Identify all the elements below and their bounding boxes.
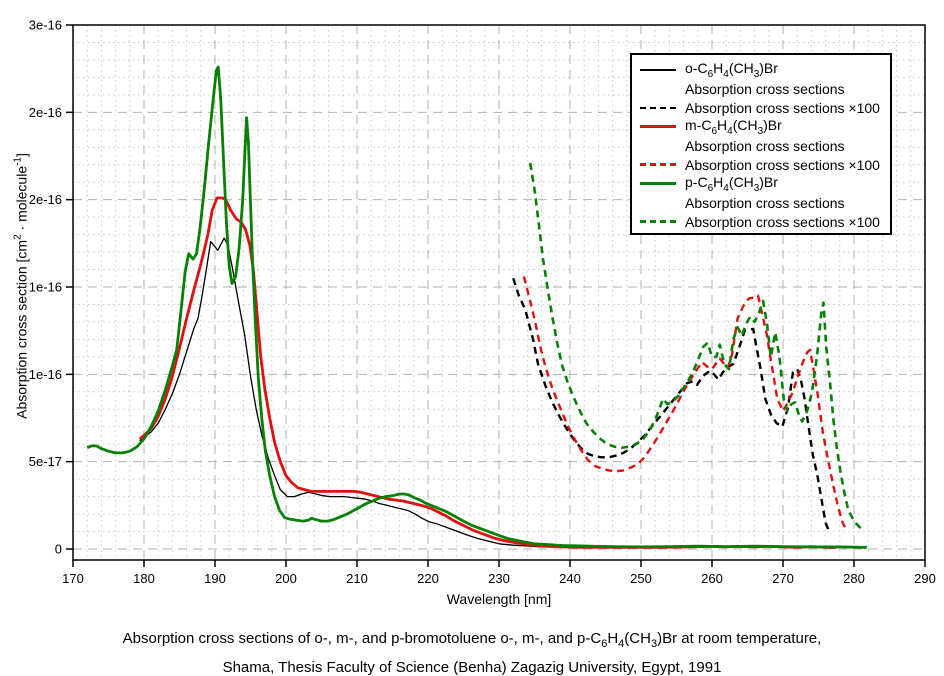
svg-text:290: 290 <box>914 571 936 586</box>
svg-text:190: 190 <box>204 571 226 586</box>
legend-dashed-line-sample <box>640 163 676 166</box>
legend-item-o-solid: o-C6H4(CH3)Br <box>632 60 890 79</box>
legend-label: Absorption cross sections ×100 <box>685 99 880 116</box>
series-o-abs100 <box>512 277 830 531</box>
caption-line-1: Absorption cross sections of o-, m-, and… <box>122 630 822 650</box>
svg-text:5e-17: 5e-17 <box>29 454 62 469</box>
legend-solid-line-sample <box>640 68 676 71</box>
svg-text:250: 250 <box>630 571 652 586</box>
legend-label: Absorption cross sections <box>685 80 845 97</box>
svg-text:1e-16: 1e-16 <box>29 280 62 295</box>
series-p-abs100 <box>528 162 866 531</box>
svg-text:220: 220 <box>417 571 439 586</box>
legend-label: Absorption cross sections ×100 <box>685 156 880 173</box>
legend-label: Absorption cross sections <box>685 194 845 211</box>
legend-solid-line-sample <box>640 125 676 128</box>
legend-item-p-abs100: Absorption cross sections ×100 <box>632 212 890 231</box>
y-axis-label: Absorption cross section [cm2 · molecule… <box>12 153 30 419</box>
legend-item-o-abs100: Absorption cross sections ×100 <box>632 98 890 117</box>
svg-text:3e-16: 3e-16 <box>29 18 62 33</box>
svg-text:2e-16: 2e-16 <box>29 105 62 120</box>
svg-text:170: 170 <box>62 571 84 586</box>
legend-formula-label: p-C6H4(CH3)Br <box>685 173 778 194</box>
svg-text:2e-16: 2e-16 <box>29 192 62 207</box>
svg-text:270: 270 <box>772 571 794 586</box>
series-o-abs <box>139 237 826 549</box>
legend-item-p-abs: Absorption cross sections <box>632 193 890 212</box>
tick-labels: 170 180 190 200 210 220 230 240 250 260 270 280 290 3… <box>29 18 936 587</box>
series-m-abs <box>138 196 837 549</box>
series-m-abs100 <box>522 276 848 532</box>
legend-formula-label: o-C6H4(CH3)Br <box>685 59 778 80</box>
legend-item-m-abs: Absorption cross sections <box>632 136 890 155</box>
svg-text:200: 200 <box>275 571 297 586</box>
legend-item-m-abs100: Absorption cross sections ×100 <box>632 155 890 174</box>
legend-dashed-line-sample <box>640 106 676 109</box>
legend-label: Absorption cross sections <box>685 137 845 154</box>
legend-dashed-line-sample <box>640 220 676 223</box>
svg-text:230: 230 <box>488 571 510 586</box>
svg-text:210: 210 <box>346 571 368 586</box>
series-p-abs <box>86 65 867 549</box>
svg-text:240: 240 <box>559 571 581 586</box>
figure-caption: Absorption cross sections of o-, m-, and… <box>0 627 944 676</box>
legend-item-m-solid: m-C6H4(CH3)Br <box>632 117 890 136</box>
legend-box: o-C6H4(CH3)Br Absorption cross sections … <box>630 53 892 235</box>
svg-text:280: 280 <box>843 571 865 586</box>
svg-text:1e-16: 1e-16 <box>29 367 62 382</box>
legend-item-p-solid: p-C6H4(CH3)Br <box>632 174 890 193</box>
legend-label: Absorption cross sections ×100 <box>685 213 880 230</box>
x-axis-label: Wavelength [nm] <box>446 591 552 607</box>
svg-text:180: 180 <box>133 571 155 586</box>
axes-frame <box>66 24 926 567</box>
svg-text:260: 260 <box>701 571 723 586</box>
caption-line-2: Shama, Thesis Faculty of Science (Benha)… <box>222 659 722 676</box>
legend-formula-label: m-C6H4(CH3)Br <box>685 116 782 137</box>
legend-item-o-abs: Absorption cross sections <box>632 79 890 98</box>
legend-solid-line-sample <box>640 182 676 185</box>
svg-text:0: 0 <box>55 542 62 557</box>
